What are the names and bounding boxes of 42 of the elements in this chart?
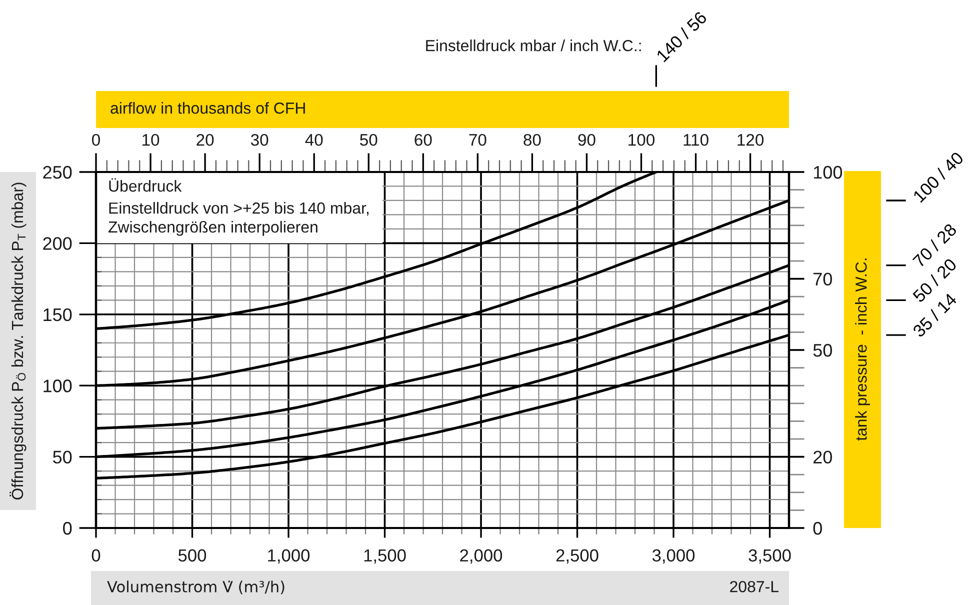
y-tick-label: 200	[43, 237, 72, 250]
x2-tick-label: 60	[414, 134, 432, 146]
x-tick-label: 1,000	[268, 549, 310, 564]
x2-tick-label: 80	[524, 134, 541, 146]
y-tick-label: 100	[44, 380, 72, 392]
x2-tick-label: 120	[738, 134, 764, 146]
y-tick-label: 0	[63, 522, 72, 535]
x-tick-label: 2,500	[556, 549, 598, 564]
x2-tick-label: 30	[250, 134, 268, 146]
x2-tick-label: 50	[360, 134, 378, 146]
x-tick-label: 2,000	[460, 549, 502, 564]
x2-axis-title: airflow in thousands of CFH	[110, 102, 305, 114]
y-tick-label: 50	[53, 450, 72, 464]
y2-tick-label: 100	[814, 166, 842, 179]
y-tick-label: 250	[43, 166, 72, 179]
x-tick-label: 1,500	[364, 549, 406, 564]
x-axis-title: Volumenstrom V̇ (m³/h)	[107, 580, 284, 594]
text: 2087-L	[730, 580, 778, 592]
chart-subtitle: Überdruck	[109, 178, 182, 192]
x2-tick-label: 70	[469, 134, 486, 146]
x2-tick-label: 40	[305, 134, 323, 146]
x-tick-label: 500	[178, 549, 206, 562]
text: 100 / 40	[912, 150, 964, 203]
y2-axis-title: tank pressure - inch W.C.	[855, 258, 870, 441]
y2-tick-label: 0	[813, 522, 822, 535]
y-tick-label: 150	[44, 308, 72, 322]
x-tick-label: 0	[92, 549, 100, 562]
x2-tick-label: 100	[628, 134, 654, 146]
y2-tick-label: 50	[813, 344, 832, 357]
x-tick-label: 3,000	[652, 549, 695, 564]
legend-title: Einstelldruck mbar / inch W.C.:	[426, 40, 641, 52]
x2-tick-label: 90	[578, 134, 596, 146]
x2-tick-label: 110	[684, 134, 708, 146]
y2-tick-label: 70	[814, 272, 832, 286]
x-tick-label: 3,500	[748, 549, 791, 564]
x2-tick-label: 20	[196, 134, 214, 146]
x2-tick-label: 10	[142, 134, 160, 146]
annotation: Einstelldruck von >+25 bis 140 mbar, Zwischengrößen interpolieren	[108, 202, 368, 236]
x2-tick-label: 0	[92, 134, 100, 146]
y-axis-title: Öffnungsdruck P$_{Ö}$ bzw. Tankdruck P$_{T}$ (mbar)	[10, 182, 26, 500]
text: 140 / 56	[656, 10, 708, 62]
y2-tick-label: 20	[814, 450, 832, 464]
